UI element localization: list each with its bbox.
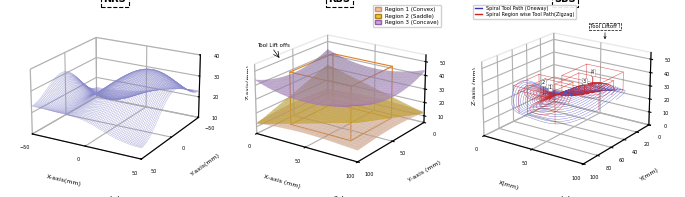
Text: SBS: SBS bbox=[554, 0, 576, 4]
Text: (b): (b) bbox=[333, 196, 345, 197]
Text: RBS: RBS bbox=[328, 0, 350, 4]
Text: NRS: NRS bbox=[103, 0, 126, 4]
Text: (a): (a) bbox=[108, 196, 121, 197]
X-axis label: X-axis(mm): X-axis(mm) bbox=[46, 174, 82, 187]
Text: Tool Liftoff !: Tool Liftoff ! bbox=[590, 24, 621, 39]
Legend: Spiral Tool Path (Oneway), Spiral Region wise Tool Path(Zigzag): Spiral Tool Path (Oneway), Spiral Region… bbox=[473, 5, 576, 19]
Text: (c): (c) bbox=[559, 196, 571, 197]
Y-axis label: Y-axis(mm): Y-axis(mm) bbox=[190, 152, 221, 177]
Legend: Region 1 (Convex), Region 2 (Saddle), Region 3 (Concave): Region 1 (Convex), Region 2 (Saddle), Re… bbox=[373, 5, 441, 27]
X-axis label: X-axis (mm): X-axis (mm) bbox=[263, 175, 301, 190]
Y-axis label: Y-axis (mm): Y-axis (mm) bbox=[408, 160, 442, 183]
X-axis label: X(mm): X(mm) bbox=[498, 180, 520, 191]
Y-axis label: Y(mm): Y(mm) bbox=[639, 167, 660, 182]
Text: Tool Lift offs: Tool Lift offs bbox=[258, 43, 290, 48]
